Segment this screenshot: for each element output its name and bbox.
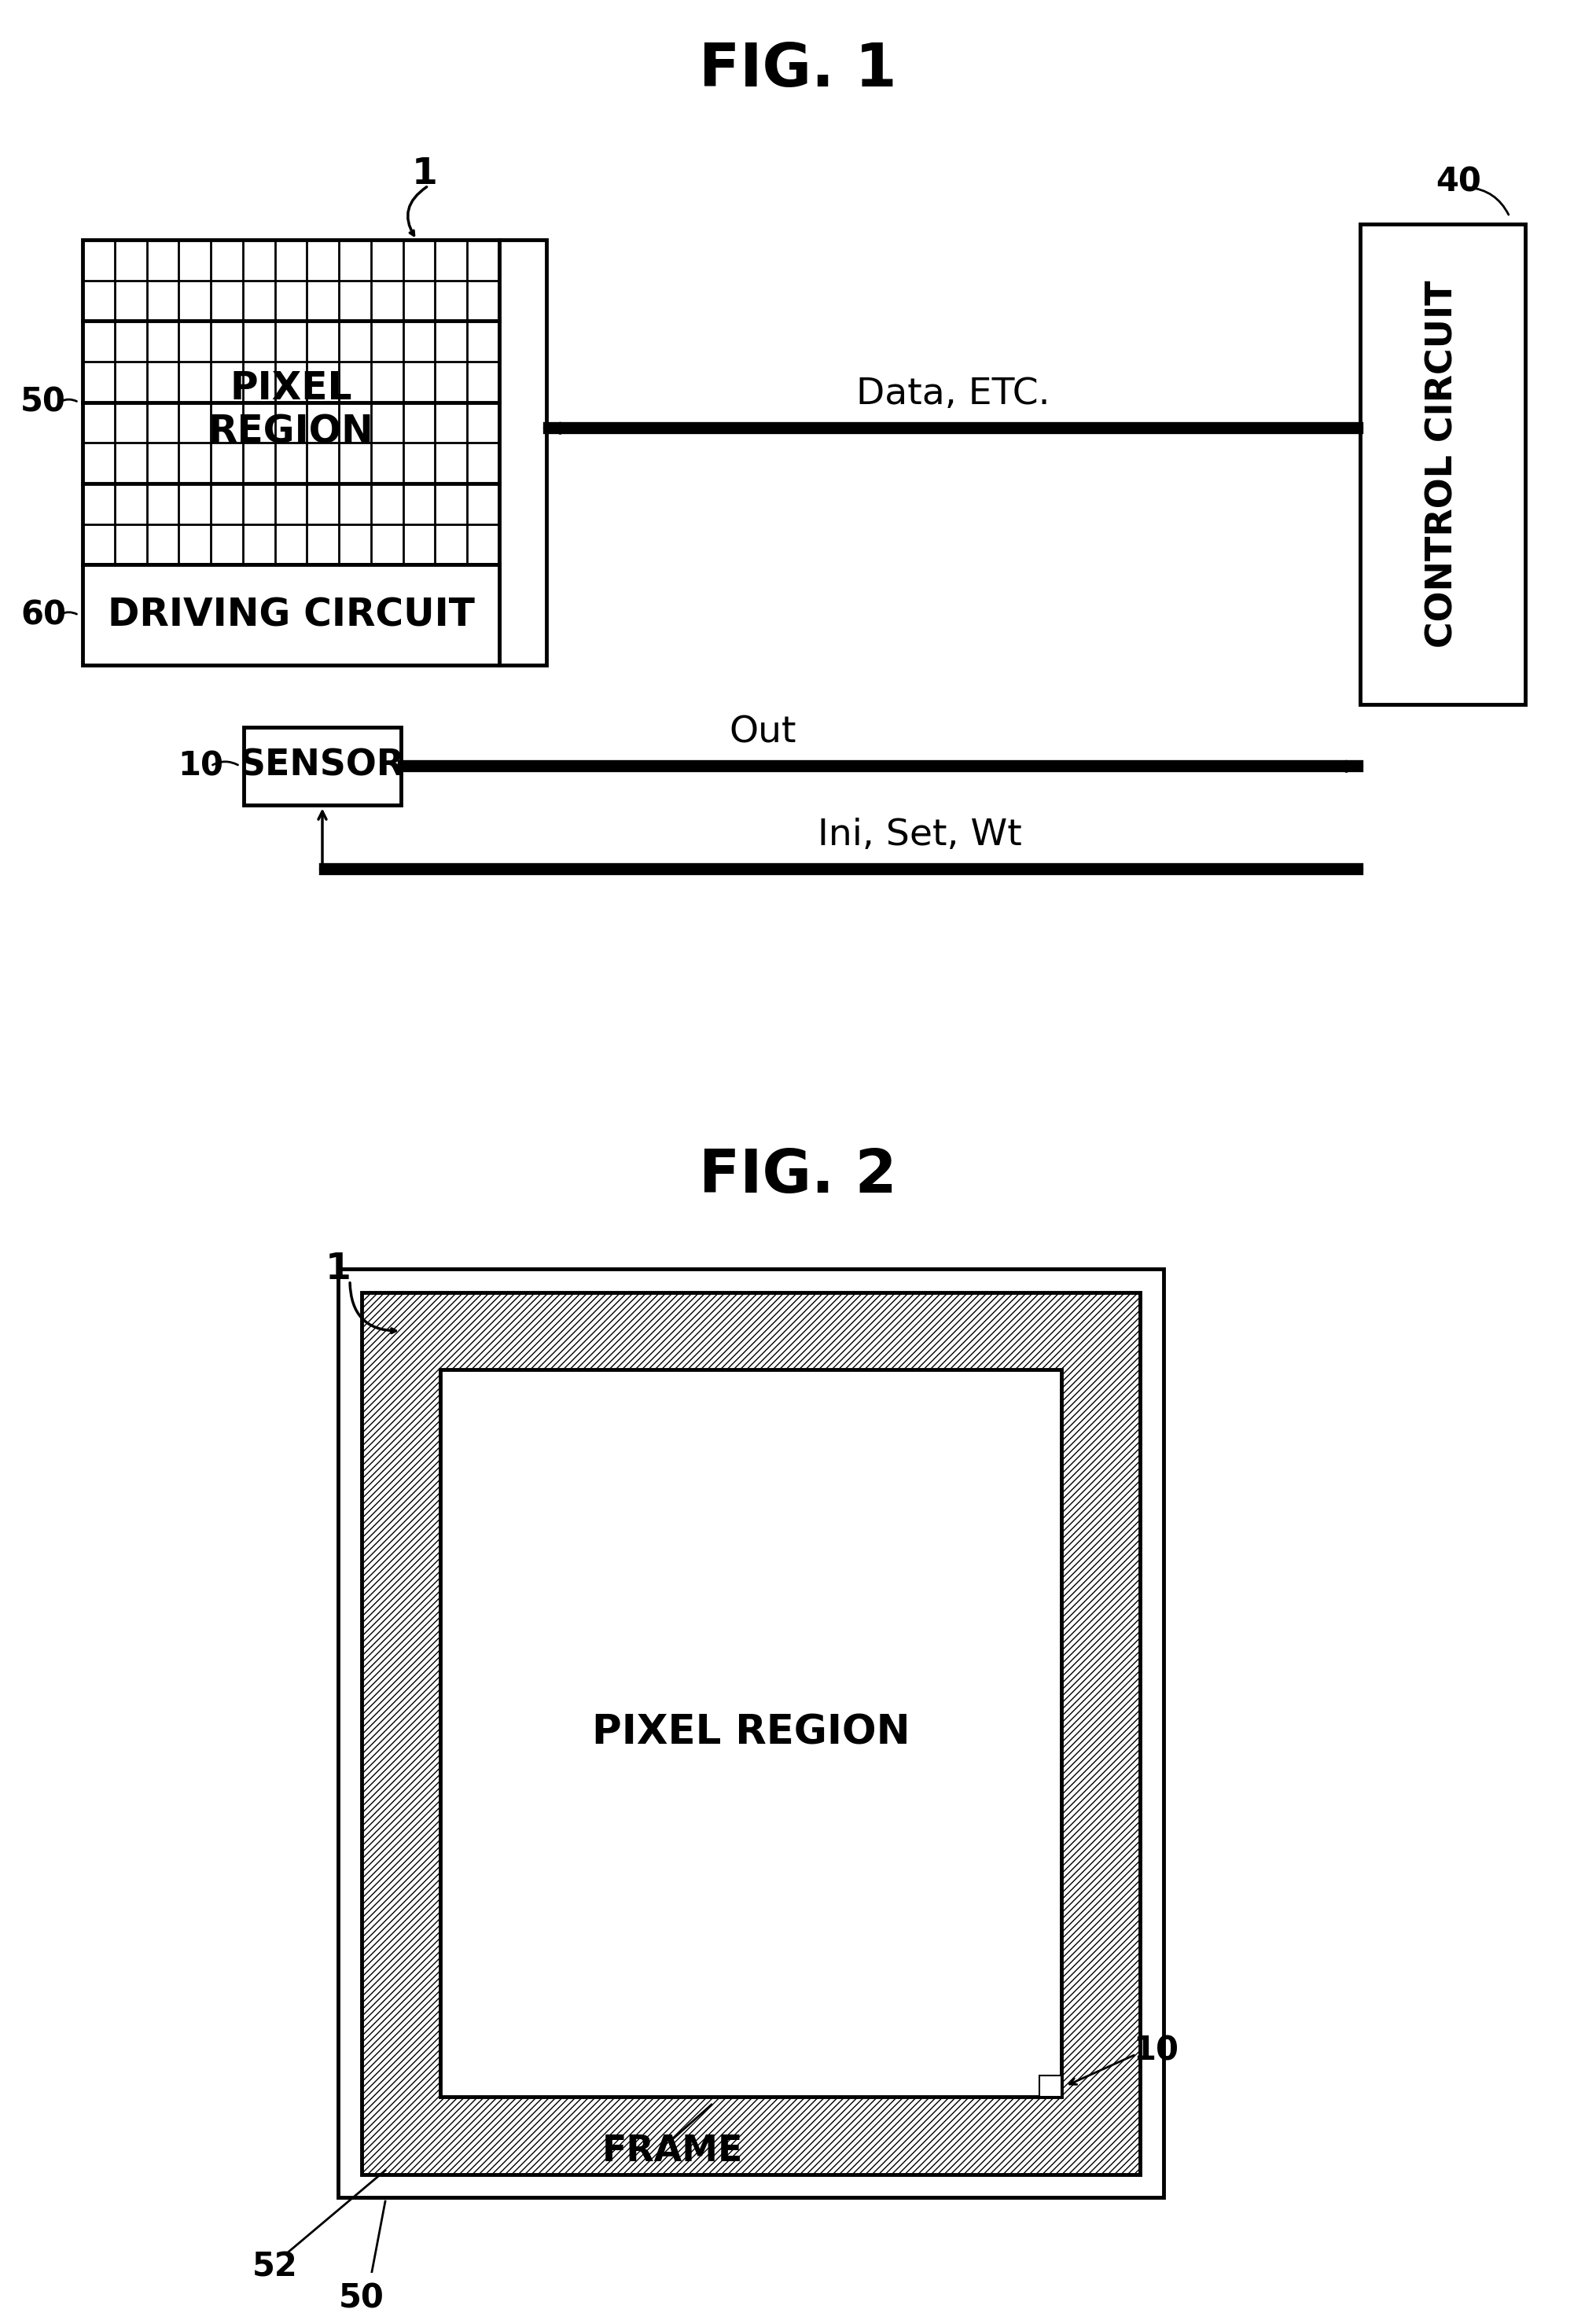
Bar [500, 240, 546, 665]
Text: 10: 10 [177, 750, 223, 783]
Text: DRIVING CIRCUIT: DRIVING CIRCUIT [107, 596, 474, 635]
Text: PIXEL REGION: PIXEL REGION [592, 1713, 910, 1753]
Bar [361, 1369, 440, 2097]
Text: FRAME: FRAME [602, 2134, 742, 2168]
Text: Data, ETC.: Data, ETC. [855, 376, 1050, 413]
Bar [244, 727, 401, 806]
Bar [361, 1293, 1140, 1369]
Bar [1061, 1369, 1140, 2097]
Text: 40: 40 [1435, 166, 1481, 199]
Text: PIXEL
REGION: PIXEL REGION [207, 369, 373, 450]
Bar [83, 566, 500, 665]
Bar [361, 1293, 1140, 2175]
Text: SENSOR: SENSOR [239, 748, 405, 783]
Text: Out: Out [729, 716, 796, 750]
Text: 1: 1 [412, 157, 437, 192]
Bar [440, 1369, 1061, 2097]
Bar [1360, 224, 1524, 704]
Text: 60: 60 [21, 598, 65, 633]
Text: CONTROL CIRCUIT: CONTROL CIRCUIT [1424, 279, 1460, 649]
Text: 52: 52 [252, 2251, 298, 2284]
Text: 50: 50 [338, 2281, 385, 2309]
Text: Ini, Set, Wt: Ini, Set, Wt [817, 817, 1021, 854]
Text: FIG. 1: FIG. 1 [699, 42, 897, 99]
Text: 1: 1 [326, 1251, 351, 1286]
Bar [361, 2097, 1140, 2175]
Bar [83, 240, 500, 566]
Bar [338, 1270, 1163, 2198]
Text: FIG. 2: FIG. 2 [699, 1148, 897, 1205]
Text: 10: 10 [1133, 2034, 1178, 2067]
Text: 50: 50 [21, 386, 65, 418]
Bar [1039, 2076, 1061, 2097]
